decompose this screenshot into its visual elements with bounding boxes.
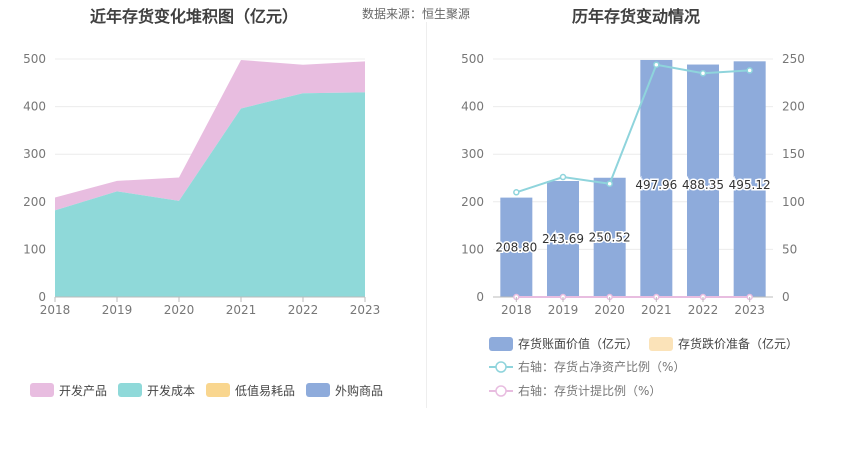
bar-data-label: 495.12 (729, 178, 771, 192)
bar-存货账面价值 (593, 177, 626, 297)
y2-tick-label: 50 (782, 242, 797, 256)
panel-divider (426, 22, 427, 408)
y-tick-label: 300 (23, 147, 46, 161)
legend-label: 存货跌价准备（亿元） (678, 336, 798, 351)
y-tick-label: 0 (476, 290, 484, 304)
y2-tick-label: 200 (782, 100, 805, 114)
right-chart-title: 历年存货变动情况 (572, 7, 701, 26)
y-tick-label: 400 (461, 100, 484, 114)
line-存货占净资产比例 (516, 63, 750, 194)
x-tick-label: 2019 (102, 303, 133, 317)
legend-swatch (306, 383, 330, 397)
legend-swatch (206, 383, 230, 397)
legend-label: 开发成本 (147, 383, 195, 398)
bar-存货账面价值 (547, 181, 579, 297)
data-source-note: 数据来源：恒生聚源 (362, 7, 471, 21)
y-tick-label: 200 (461, 195, 484, 209)
area-series-开发成本 (55, 92, 365, 297)
point-存货占净资产比例 (746, 67, 753, 74)
area-series-开发产品 (55, 59, 365, 211)
x-tick-label: 2021 (226, 303, 257, 317)
inventory-bar-line-chart: 0 100 200 300 400 500 0 50 100 150 200 250 208.80 243… (461, 52, 805, 398)
point-存货占净资产比例 (653, 61, 660, 68)
legend-label: 开发产品 (59, 383, 107, 398)
x-tick-label: 2018 (501, 303, 532, 317)
legend-swatch (118, 383, 142, 397)
legend-swatch (30, 383, 54, 397)
bar-data-label: 488.35 (682, 178, 724, 192)
bar-data-label: 497.96 (635, 178, 677, 192)
y-tick-label: 500 (23, 52, 46, 66)
y2-tick-label: 100 (782, 195, 805, 209)
x-tick-label: 2020 (594, 303, 625, 317)
stacked-area-chart: 0 100 200 300 400 500 2018 2019 2020 2021 2022 2023… (23, 52, 383, 398)
x-tick-label: 2022 (688, 303, 719, 317)
y-tick-label: 300 (461, 147, 484, 161)
legend-swatch (649, 337, 673, 351)
bar-存货账面价值 (500, 197, 533, 297)
point-存货占净资产比例 (606, 180, 613, 187)
y2-tick-label: 250 (782, 52, 805, 66)
point-存货占净资产比例 (513, 189, 520, 196)
x-tick-label: 2018 (40, 303, 71, 317)
x-tick-label: 2020 (164, 303, 195, 317)
x-tick-label: 2023 (734, 303, 765, 317)
legend-marker (495, 361, 507, 373)
y-tick-label: 100 (23, 242, 46, 256)
x-tick-label: 2021 (641, 303, 672, 317)
y-tick-label: 500 (461, 52, 484, 66)
bar-存货账面价值 (687, 64, 719, 297)
legend-label: 外购商品 (335, 383, 383, 398)
y-tick-label: 0 (38, 290, 46, 304)
legend-label: 右轴：存货计提比例（%） (518, 383, 661, 398)
point-存货占净资产比例 (699, 70, 707, 77)
x-tick-label: 2023 (350, 303, 381, 317)
legend-label: 右轴：存货占净资产比例（%） (518, 359, 685, 374)
point-存货占净资产比例 (559, 173, 567, 181)
y2-tick-label: 150 (782, 147, 805, 161)
y-tick-label: 200 (23, 195, 46, 209)
y2-tick-label: 0 (782, 290, 790, 304)
legend-label: 低值易耗品 (235, 383, 295, 398)
y-tick-label: 400 (23, 100, 46, 114)
x-tick-label: 2022 (288, 303, 319, 317)
legend-swatch (489, 337, 513, 351)
bar-data-label: 243.69 (542, 232, 584, 246)
legend-label: 存货账面价值（亿元） (518, 336, 638, 351)
x-tick-label: 2019 (548, 303, 579, 317)
left-chart-title: 近年存货变化堆积图（亿元） (90, 7, 299, 26)
legend-marker (495, 385, 507, 397)
y-tick-label: 100 (461, 242, 484, 256)
bar-data-label: 208.80 (495, 240, 537, 254)
bar-存货账面价值 (640, 59, 673, 297)
bar-存货账面价值 (733, 61, 766, 298)
bar-data-label: 250.52 (589, 230, 631, 244)
